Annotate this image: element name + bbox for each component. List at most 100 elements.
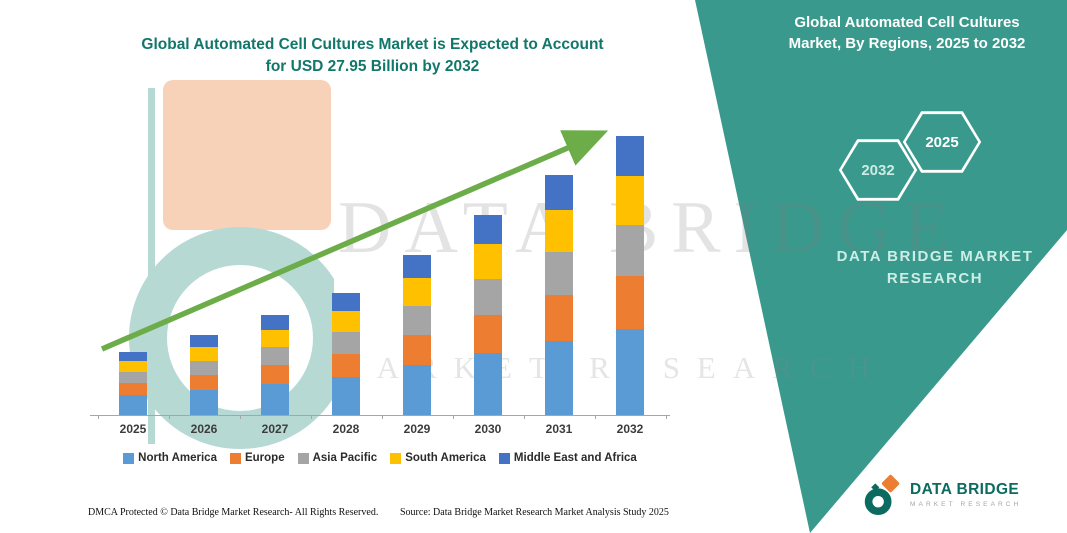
bar-segment-asia-pacific-2031 [545, 252, 573, 295]
stacked-bar-2030 [474, 215, 502, 415]
legend-swatch-south-america [390, 452, 402, 464]
bar-segment-europe-2029 [403, 335, 431, 365]
bar-segment-asia-pacific-2027 [261, 347, 289, 365]
x-axis-label-2026: 2026 [190, 422, 218, 436]
bar-segment-europe-2030 [474, 315, 502, 353]
bar-segment-north-america-2028 [332, 377, 360, 415]
legend-swatch-europe [229, 452, 241, 464]
bar-segment-north-america-2031 [545, 341, 573, 415]
bar-segment-asia-pacific-2032 [616, 225, 644, 276]
legend-swatch-middle-east-and-africa [498, 452, 510, 464]
bar-segment-europe-2025 [119, 383, 147, 395]
stacked-bar-2027 [261, 315, 289, 415]
bar-segment-asia-pacific-2030 [474, 279, 502, 315]
bar-segment-middle-east-and-africa-2030 [474, 215, 502, 244]
bar-segment-south-america-2026 [190, 347, 218, 361]
panel-title-line1: Global Automated Cell Cultures [794, 14, 1020, 31]
legend-label-south-america: South America [405, 452, 486, 464]
bar-segment-north-america-2030 [474, 353, 502, 415]
x-axis-tick [594, 415, 596, 419]
chart-legend: North America Europe Asia Pacific South Ame… [90, 452, 670, 464]
bar-segment-middle-east-and-africa-2027 [261, 315, 289, 330]
stacked-bar-2026 [190, 335, 218, 415]
x-axis-tick [239, 415, 241, 419]
bar-segment-south-america-2031 [545, 210, 573, 252]
x-axis-tick [381, 415, 383, 419]
databridge-logo: DATA BRIDGE MARKET RESEARCH [860, 474, 1021, 516]
x-axis-tick [310, 415, 312, 419]
bar-segment-south-america-2025 [119, 361, 147, 372]
legend-item-asia-pacific: Asia Pacific [297, 452, 378, 464]
bar-segment-middle-east-and-africa-2028 [332, 293, 360, 311]
logo-text-block: DATA BRIDGE MARKET RESEARCH [910, 481, 1021, 509]
bar-segment-asia-pacific-2026 [190, 361, 218, 375]
panel-brand-text: DATA BRIDGE MARKET RESEARCH [800, 246, 1067, 290]
hexagon-2025: 2025 [902, 110, 982, 174]
bar-segment-south-america-2032 [616, 176, 644, 225]
chart-title-line2: for USD 27.95 Billion by 2032 [265, 58, 480, 75]
hexagon-2032: 2032 [838, 138, 918, 202]
x-axis-label-2031: 2031 [545, 422, 573, 436]
panel-brand-line1: DATA BRIDGE MARKET [836, 248, 1034, 265]
legend-item-europe: Europe [229, 452, 285, 464]
source-note: Source: Data Bridge Market Research Mark… [400, 507, 669, 518]
bar-segment-north-america-2027 [261, 384, 289, 415]
stacked-bar-2031 [545, 175, 573, 415]
bar-segment-asia-pacific-2025 [119, 372, 147, 383]
panel-brand-line2: RESEARCH [886, 270, 984, 287]
legend-item-south-america: South America [390, 452, 486, 464]
panel-title: Global Automated Cell Cultures Market, B… [783, 12, 1031, 54]
legend-swatch-asia-pacific [297, 452, 309, 464]
panel-title-line2: Market, By Regions, 2025 to 2032 [788, 35, 1026, 52]
x-axis-label-2029: 2029 [403, 422, 431, 436]
stacked-bar-2029 [403, 255, 431, 415]
legend-item-middle-east-and-africa: Middle East and Africa [498, 452, 637, 464]
bar-segment-asia-pacific-2028 [332, 332, 360, 354]
logo-wordmark: DATA BRIDGE [910, 481, 1020, 498]
bar-segment-europe-2028 [332, 354, 360, 377]
chart-title-line1: Global Automated Cell Cultures Market is… [141, 36, 604, 53]
legend-label-middle-east-and-africa: Middle East and Africa [513, 452, 637, 464]
x-axis-label-2032: 2032 [616, 422, 644, 436]
bar-segment-south-america-2029 [403, 278, 431, 306]
x-axis-tick [665, 415, 667, 419]
growth-trend-arrow-icon [100, 130, 609, 352]
x-axis-tick [168, 415, 170, 419]
x-axis-tick [97, 415, 99, 419]
bar-segment-north-america-2025 [119, 395, 147, 415]
stacked-bar-2028 [332, 293, 360, 415]
bar-segment-middle-east-and-africa-2029 [403, 255, 431, 278]
bar-segment-south-america-2028 [332, 311, 360, 332]
bar-segment-south-america-2030 [474, 244, 502, 279]
bar-segment-middle-east-and-africa-2026 [190, 335, 218, 347]
bar-segment-middle-east-and-africa-2032 [616, 135, 644, 176]
bar-segment-north-america-2032 [616, 329, 644, 415]
stacked-bar-2025 [119, 352, 147, 415]
bar-segment-north-america-2029 [403, 365, 431, 415]
x-axis-label-2028: 2028 [332, 422, 360, 436]
bar-segment-middle-east-and-africa-2025 [119, 352, 147, 361]
legend-item-north-america: North America [123, 452, 217, 464]
bar-segment-europe-2027 [261, 365, 289, 384]
legend-swatch-north-america [123, 452, 135, 464]
stacked-bar-chart: 2025 2026 2027 2028 2029 2030 2031 2032 [90, 120, 670, 436]
x-axis-label-2027: 2027 [261, 422, 289, 436]
x-axis-label-2030: 2030 [474, 422, 502, 436]
x-axis-tick [523, 415, 525, 419]
x-axis-label-2025: 2025 [119, 422, 147, 436]
bar-segment-asia-pacific-2029 [403, 306, 431, 335]
databridge-logo-icon [864, 474, 900, 516]
hexagon-2032-label: 2032 [841, 142, 915, 198]
bar-segment-europe-2031 [545, 295, 573, 341]
legend-label-north-america: North America [138, 452, 217, 464]
bar-segment-north-america-2026 [190, 390, 218, 415]
dmca-notice: DMCA Protected © Data Bridge Market Rese… [88, 507, 379, 518]
bar-segment-middle-east-and-africa-2031 [545, 175, 573, 210]
x-axis-tick [452, 415, 454, 419]
legend-label-asia-pacific: Asia Pacific [312, 452, 378, 464]
bar-segment-europe-2032 [616, 276, 644, 329]
stacked-bar-2032 [616, 135, 644, 415]
bar-segment-south-america-2027 [261, 330, 289, 347]
legend-label-europe: Europe [244, 452, 285, 464]
